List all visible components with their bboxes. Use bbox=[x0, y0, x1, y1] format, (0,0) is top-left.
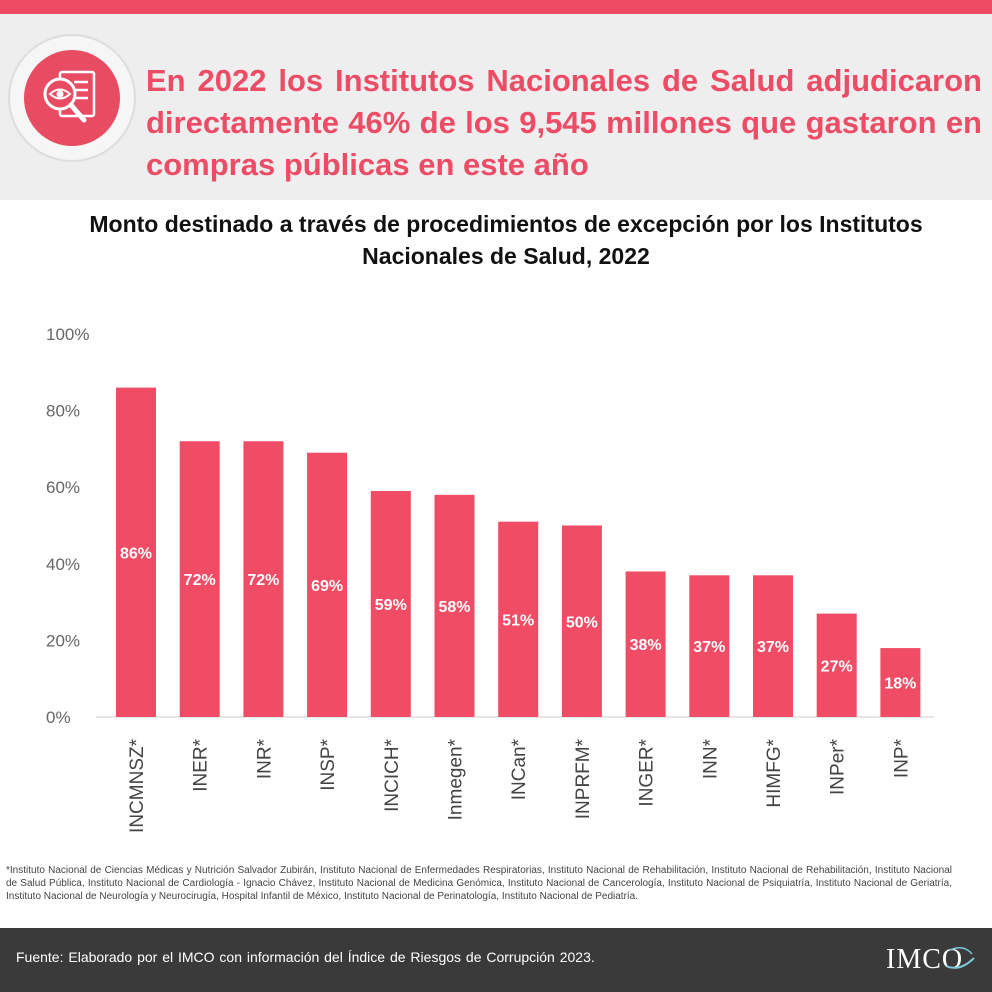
x-tick-label: INGER* bbox=[637, 738, 658, 806]
data-label: 58% bbox=[438, 599, 470, 616]
y-tick-label: 60% bbox=[46, 478, 80, 497]
x-tick-label: INCan* bbox=[509, 738, 530, 800]
y-tick-label: 80% bbox=[46, 402, 80, 421]
x-tick-label: INCICH* bbox=[382, 738, 403, 811]
bar bbox=[370, 491, 411, 717]
data-label: 86% bbox=[120, 545, 152, 562]
x-tick-label: HIMFG* bbox=[764, 738, 785, 807]
data-label: 38% bbox=[630, 637, 662, 654]
logo-swoosh-icon bbox=[945, 947, 975, 969]
data-label: 37% bbox=[757, 639, 789, 656]
data-label: 69% bbox=[311, 578, 343, 595]
data-label: 37% bbox=[693, 639, 725, 656]
x-tick-label: INP* bbox=[891, 738, 912, 778]
data-label: 72% bbox=[184, 572, 216, 589]
bar bbox=[880, 648, 921, 717]
x-tick-label: INPRFM* bbox=[573, 738, 594, 819]
icon-badge bbox=[8, 34, 136, 162]
bar bbox=[625, 571, 666, 717]
x-tick-label: Inmegen* bbox=[446, 738, 467, 820]
document-eye-magnifier-icon bbox=[43, 70, 96, 123]
x-tick-label: INER* bbox=[191, 738, 212, 791]
bar bbox=[307, 452, 348, 717]
bar bbox=[434, 494, 475, 717]
bar bbox=[561, 525, 602, 717]
bar bbox=[753, 575, 793, 717]
data-label: 72% bbox=[247, 572, 279, 589]
bar bbox=[116, 387, 156, 717]
imco-logo: IMCO bbox=[886, 944, 964, 975]
data-label: 27% bbox=[821, 658, 853, 675]
bar bbox=[689, 575, 730, 717]
bar-chart: 0% 20% 40% 60% 80% 100% 86% INCMNSZ* 72% INER* 72%… bbox=[46, 325, 934, 833]
headline: En 2022 los Institutos Nacionales de Sal… bbox=[146, 63, 982, 182]
x-tick-label: INR* bbox=[254, 738, 275, 779]
data-label: 18% bbox=[884, 676, 916, 693]
y-tick-label: 20% bbox=[46, 631, 80, 650]
bar bbox=[179, 441, 220, 717]
footer-bar: Fuente: Elaborado por el IMCO con inform… bbox=[0, 928, 992, 992]
data-label: 51% bbox=[502, 612, 534, 629]
y-tick-label: 0% bbox=[46, 708, 71, 727]
header-banner: En 2022 los Institutos Nacionales de Sal… bbox=[0, 14, 992, 200]
bar bbox=[498, 521, 539, 717]
footnote: *Instituto Nacional de Ciencias Médicas … bbox=[6, 865, 952, 902]
x-tick-label: INN* bbox=[700, 738, 721, 779]
x-tick-label: INCMNSZ* bbox=[127, 738, 148, 833]
top-accent-stripe bbox=[0, 0, 992, 14]
x-tick-label: INSP* bbox=[318, 738, 339, 790]
bar bbox=[243, 441, 284, 717]
data-label: 50% bbox=[566, 614, 598, 631]
source-note: Fuente: Elaborado por el IMCO con inform… bbox=[16, 949, 595, 965]
chart-title: Monto destinado a través de procedimient… bbox=[89, 211, 923, 269]
data-label: 59% bbox=[375, 597, 407, 614]
x-tick-label: INPer* bbox=[828, 738, 849, 795]
y-tick-label: 40% bbox=[46, 555, 80, 574]
bar bbox=[816, 613, 857, 717]
y-tick-label: 100% bbox=[46, 325, 89, 344]
